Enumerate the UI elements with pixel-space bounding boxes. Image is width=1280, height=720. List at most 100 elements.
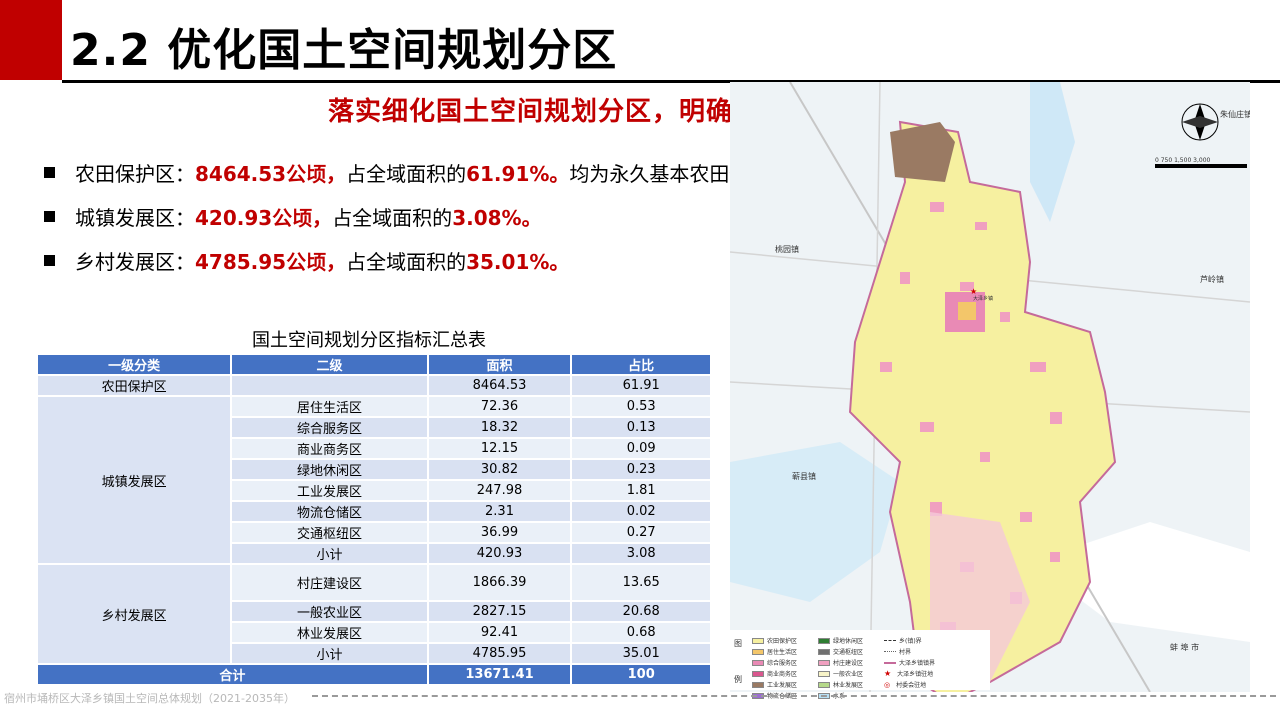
header-level1: 一级分类	[35, 353, 233, 376]
cell-ratio: 0.13	[570, 416, 712, 439]
zoning-map: 0 750 1,500 3,000 朱仙庄镇 桃园镇 芦岭镇 蕲县镇 蚌 埠 市…	[730, 82, 1250, 692]
table-row: 小计 420.93 3.08	[37, 542, 712, 565]
cell-level2: 绿地休闲区	[230, 458, 429, 481]
bullet-square-icon	[44, 254, 55, 266]
page-title: 2.2 优化国土空间规划分区	[70, 25, 618, 76]
legend-line	[884, 661, 896, 664]
cell-area: 92.41	[426, 621, 573, 644]
legend-swatch	[818, 648, 830, 655]
table-row: 综合服务区 18.32 0.13	[37, 416, 712, 439]
legend-swatch	[818, 659, 830, 666]
table-row: 绿地休闲区 30.82 0.23	[37, 458, 712, 481]
map-label-bengbu: 蚌 埠 市	[1170, 642, 1199, 652]
cell-area: 8464.53	[426, 374, 573, 397]
cell-level2: 一般农业区	[230, 600, 429, 623]
cell-area: 36.99	[426, 521, 573, 544]
bullet-mid: 占全域面积的	[346, 161, 467, 186]
legend-item: 商业商务区	[752, 669, 797, 678]
bullet-rural: 乡村发展区： 4785.95公顷， 占全域面积的 35.01%。	[44, 238, 809, 282]
cell-ratio: 0.02	[570, 500, 712, 523]
bullet-label: 农田保护区：	[75, 161, 195, 186]
table-row: 小计 4785.95 35.01	[37, 642, 712, 665]
cell-level2: 工业发展区	[230, 479, 429, 502]
bullet-mid: 占全域面积的	[332, 205, 453, 230]
header-ratio: 占比	[570, 353, 712, 376]
cell-level1: 农田保护区	[35, 374, 233, 397]
table-row: 乡村发展区 村庄建设区 1866.39 13.65	[35, 563, 712, 665]
table-title: 国土空间规划分区指标汇总表	[252, 330, 486, 351]
cell-ratio: 0.53	[570, 395, 712, 418]
cell-level2: 小计	[230, 542, 429, 565]
table-row: 工业发展区 247.98 1.81	[37, 479, 712, 502]
planning-area	[848, 120, 1117, 692]
cell-level2: 物流仓储区	[230, 500, 429, 523]
cell-area: 420.93	[426, 542, 573, 565]
map-label-zhuxianzhuang: 朱仙庄镇	[1220, 109, 1250, 119]
legend-label-bottom: 例	[734, 675, 742, 684]
cell-ratio: 0.09	[570, 437, 712, 460]
cell-ratio: 3.08	[570, 542, 712, 565]
map-label-taoyuan: 桃园镇	[775, 244, 799, 254]
cell-ratio: 61.91	[570, 374, 712, 397]
cell-level2: 居住生活区	[230, 395, 429, 418]
bullet-label: 城镇发展区：	[75, 205, 195, 230]
table-row: 一般农业区 2827.15 20.68	[37, 600, 712, 623]
cell-area: 12.15	[426, 437, 573, 460]
bullet-square-icon	[44, 166, 55, 178]
cell-ratio: 0.27	[570, 521, 712, 544]
legend-item: 交通枢纽区	[818, 647, 863, 656]
legend-item: 农田保护区	[752, 636, 797, 645]
cell-ratio: 13.65	[570, 563, 712, 602]
legend-item: 乡(镇)界	[884, 636, 922, 645]
cell-area: 2.31	[426, 500, 573, 523]
bullet-value: 8464.53公顷，	[195, 161, 347, 186]
legend-swatch	[752, 670, 764, 677]
legend-item: ◎ 村委会驻地	[884, 680, 927, 690]
title-underline	[62, 80, 1280, 83]
cell-ratio: 20.68	[570, 600, 712, 623]
legend-swatch	[818, 670, 830, 677]
legend-item: 居住生活区	[752, 647, 797, 656]
cell-total-label: 合计	[36, 663, 429, 686]
header-area: 面积	[426, 353, 573, 376]
cell-total-ratio: 100	[570, 663, 712, 686]
cell-area: 18.32	[426, 416, 573, 439]
cell-area: 30.82	[426, 458, 573, 481]
legend-label-top: 图	[734, 639, 742, 648]
cell-area: 4785.95	[426, 642, 573, 665]
bullet-farmland: 农田保护区： 8464.53公顷， 占全域面积的 61.91%。 均为永久基本农…	[44, 150, 809, 194]
legend-swatch	[818, 681, 830, 688]
cell-level1: 城镇发展区	[35, 395, 233, 565]
cell-total-area: 13671.41	[426, 663, 573, 686]
bullet-urban: 城镇发展区： 420.93公顷， 占全域面积的 3.08%。	[44, 194, 809, 238]
bullet-value: 420.93公顷，	[195, 205, 333, 230]
water-body	[1030, 82, 1075, 222]
legend-item: 一般农业区	[818, 669, 863, 678]
cell-ratio: 0.68	[570, 621, 712, 644]
legend-swatch	[752, 637, 764, 644]
north-arrow-icon	[1181, 103, 1219, 141]
legend-item: 绿地休闲区	[818, 636, 863, 645]
legend-item: 村界	[884, 647, 911, 656]
scale-bar	[1155, 164, 1247, 168]
bullet-square-icon	[44, 210, 55, 222]
cell-level2: 村庄建设区	[230, 563, 429, 602]
table-row: 林业发展区 92.41 0.68	[37, 621, 712, 644]
cell-level2: 小计	[230, 642, 429, 665]
cell-level2	[230, 374, 429, 397]
scale-text: 0 750 1,500 3,000	[1155, 157, 1211, 164]
legend-swatch	[818, 637, 830, 644]
cell-area: 247.98	[426, 479, 573, 502]
town-seat-star-icon: ★	[970, 287, 977, 296]
title-accent-bar	[0, 0, 62, 80]
water-body	[730, 442, 900, 602]
table-row: 物流仓储区 2.31 0.02	[37, 500, 712, 523]
star-icon: ★	[884, 669, 892, 678]
legend-swatch	[752, 648, 764, 655]
legend-item: 村庄建设区	[818, 658, 863, 667]
map-legend: 图 例 农田保护区 居住生活区 综合服务区 商业商务区 工业发展区 物流仓储区 …	[730, 630, 990, 700]
header-level2: 二级	[230, 353, 429, 376]
circle-marker-icon: ◎	[884, 680, 891, 689]
map-label-town: 大泽乡镇	[973, 295, 993, 302]
legend-line	[884, 651, 896, 652]
